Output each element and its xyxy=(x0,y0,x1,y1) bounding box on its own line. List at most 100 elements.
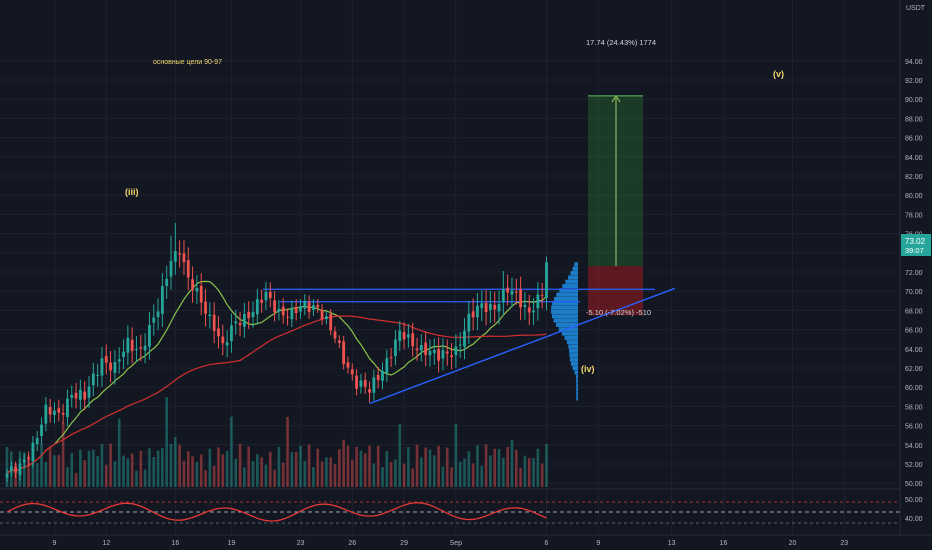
volume-bar-74 xyxy=(325,457,328,487)
volume-bar-73 xyxy=(320,461,324,487)
candle-body-116 xyxy=(506,287,510,293)
volume-bar-13 xyxy=(61,422,65,487)
volume-bar-55 xyxy=(243,467,246,487)
profile-bin-1 xyxy=(576,392,578,397)
candle-body-101 xyxy=(441,350,445,359)
candle-body-24 xyxy=(109,362,112,371)
candle-body-48 xyxy=(212,314,216,331)
volume-bar-113 xyxy=(493,448,497,487)
candle-body-107 xyxy=(467,313,471,332)
volume-bar-75 xyxy=(329,457,332,487)
volume-bar-117 xyxy=(510,440,514,487)
time-tick-11: 16 xyxy=(720,540,728,547)
candle-body-53 xyxy=(234,321,238,324)
candle-body-6 xyxy=(31,442,35,461)
candle-body-123 xyxy=(536,294,540,309)
candle-body-83 xyxy=(363,379,367,387)
volume-bar-26 xyxy=(117,418,121,487)
candle-body-99 xyxy=(432,349,436,354)
price-tick-11: 72.00 xyxy=(905,270,923,277)
volume-bar-90 xyxy=(394,459,397,487)
volume-bar-112 xyxy=(489,455,492,487)
volume-bar-76 xyxy=(333,464,337,487)
volume-bar-40 xyxy=(178,444,181,487)
profile-bin-19 xyxy=(551,314,578,319)
candle-body-15 xyxy=(70,394,74,398)
price-tick-16: 62.00 xyxy=(905,366,923,373)
price-tick-0: 94.00 xyxy=(905,59,923,66)
candle-body-96 xyxy=(419,345,423,351)
volume-bar-124 xyxy=(540,463,544,487)
trend-lines[interactable] xyxy=(369,287,676,405)
volume-bar-24 xyxy=(109,443,112,487)
candle-body-45 xyxy=(199,285,203,303)
volume-bar-91 xyxy=(398,424,402,487)
last-price-tag[interactable]: 73.02 39:07 xyxy=(901,234,931,256)
candle-body-5 xyxy=(27,457,30,460)
volume-bar-25 xyxy=(113,461,117,487)
candle-body-63 xyxy=(277,308,281,312)
candle-body-125 xyxy=(545,262,548,299)
candle-body-100 xyxy=(437,349,440,361)
price-axis[interactable]: 94.00 92.00 90.00 88.00 86.00 84.00 82.00 80.00… xyxy=(899,0,932,550)
candle-body-109 xyxy=(476,305,479,318)
volume-bar-92 xyxy=(402,463,406,487)
candle-body-38 xyxy=(169,260,173,277)
candle-body-34 xyxy=(152,317,156,323)
profile-bin-22 xyxy=(552,301,578,306)
profile-bin-10 xyxy=(569,353,578,358)
volume-bar-106 xyxy=(463,458,466,487)
osc-tick-0: 50.00 xyxy=(905,497,923,504)
volume-bar-99 xyxy=(432,455,436,487)
support-trend-line xyxy=(369,287,676,405)
position-zones[interactable] xyxy=(588,95,643,316)
profile-bin-0 xyxy=(576,396,578,401)
price-tick-4: 86.00 xyxy=(905,136,923,143)
volume-bar-107 xyxy=(467,451,471,487)
candle-body-82 xyxy=(359,380,363,387)
candle-body-80 xyxy=(350,369,354,375)
candle-body-75 xyxy=(329,313,333,331)
currency-label: USDT xyxy=(906,5,926,12)
volume-bar-34 xyxy=(152,457,156,487)
candle-body-27 xyxy=(122,351,125,357)
candle-body-50 xyxy=(221,336,225,344)
candle-body-84 xyxy=(368,389,371,393)
volume-bar-125 xyxy=(545,444,548,487)
volume-bar-61 xyxy=(268,451,272,487)
volume-bar-15 xyxy=(70,453,74,487)
candle-body-67 xyxy=(294,306,298,314)
volume-bars xyxy=(5,397,548,487)
candle-body-23 xyxy=(104,356,108,363)
volume-bar-20 xyxy=(92,449,95,487)
volume-bar-87 xyxy=(381,466,384,487)
candle-body-89 xyxy=(389,357,393,359)
candle-body-3 xyxy=(18,463,22,475)
price-tick-6: 82.00 xyxy=(905,174,923,181)
volume-bar-63 xyxy=(277,446,281,487)
profile-bin-30 xyxy=(572,266,578,271)
candle-body-68 xyxy=(299,306,302,312)
candle-body-57 xyxy=(251,312,255,318)
candle-body-7 xyxy=(35,438,39,445)
volume-bar-64 xyxy=(281,462,285,487)
time-axis[interactable]: 9 12 16 19 23 26 29 Sep 6 9 13 16 20 23 xyxy=(0,534,932,547)
volume-bar-48 xyxy=(212,465,216,487)
volume-bar-22 xyxy=(100,444,104,487)
time-tick-13: 23 xyxy=(840,540,848,547)
candle-body-59 xyxy=(260,299,264,303)
candle-body-65 xyxy=(286,316,289,318)
candle-body-73 xyxy=(320,309,324,320)
volume-bar-120 xyxy=(523,455,527,487)
volume-bar-52 xyxy=(230,416,233,487)
candle-body-56 xyxy=(247,311,251,319)
last-price-tag-bg xyxy=(901,234,931,256)
profile-bin-5 xyxy=(575,374,578,379)
volume-bar-14 xyxy=(66,467,69,487)
candle-body-35 xyxy=(156,311,160,318)
candlestick-series xyxy=(5,223,548,483)
volume-bar-111 xyxy=(484,444,488,487)
volume-bar-18 xyxy=(83,460,86,487)
grid-lines xyxy=(0,0,900,535)
